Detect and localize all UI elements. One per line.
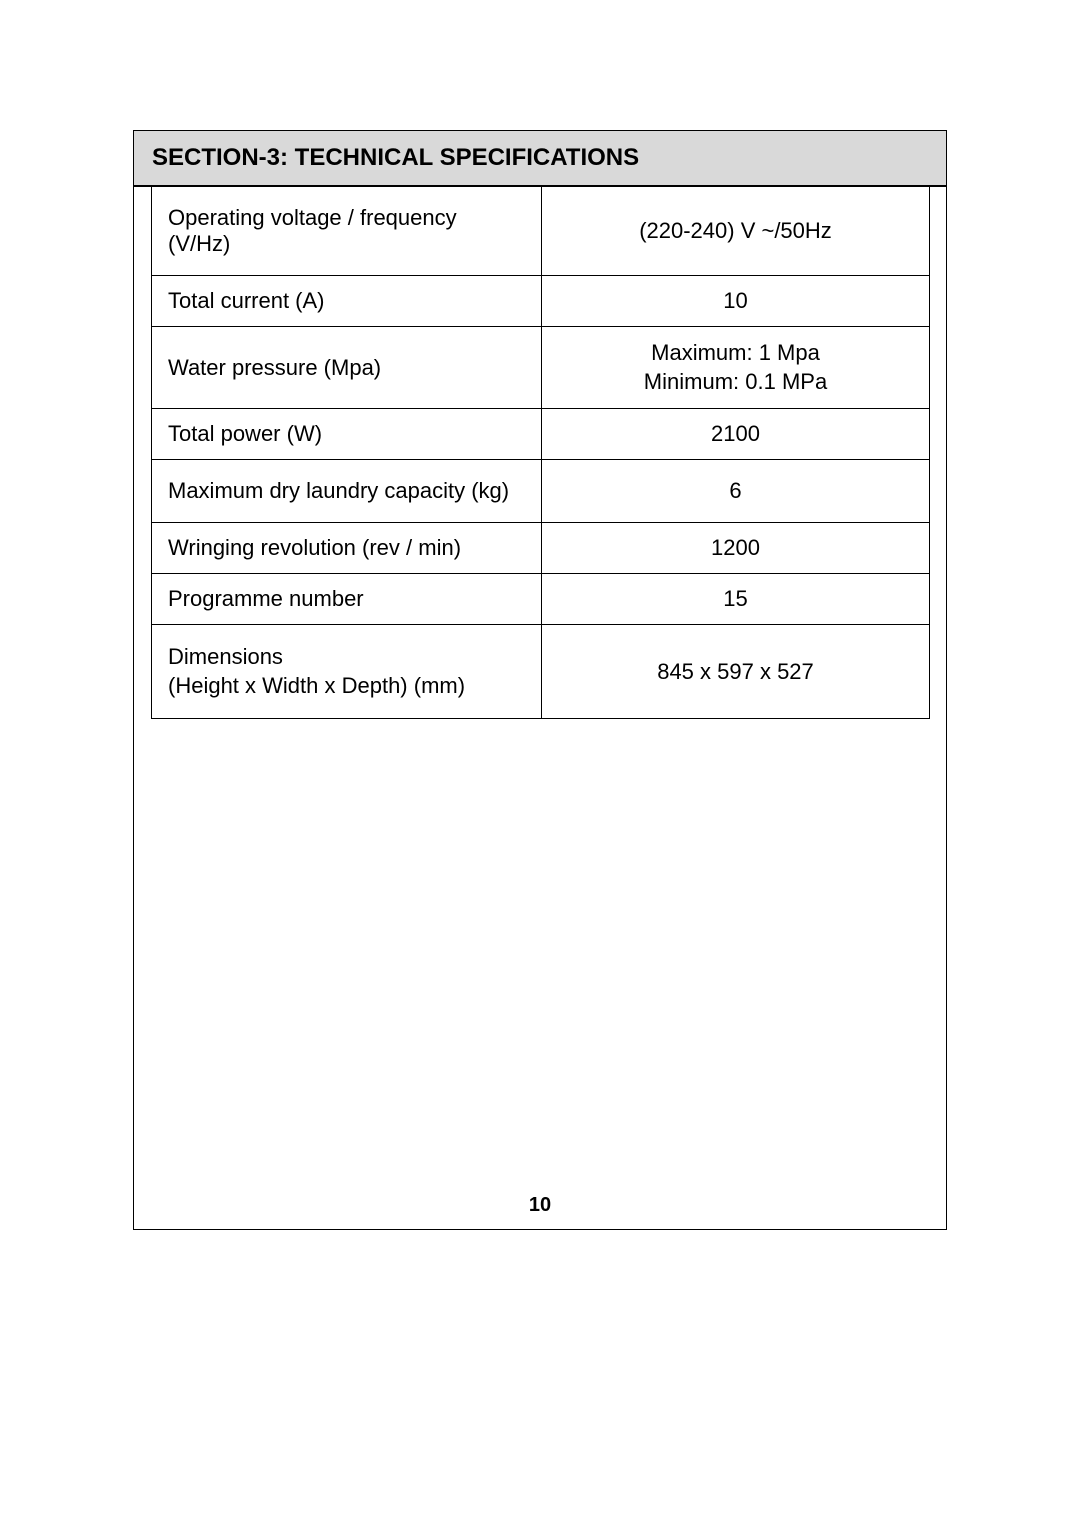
spec-label: Wringing revolution (rev / min) <box>152 523 542 574</box>
page-number: 10 <box>134 1194 946 1217</box>
spec-value: (220-240) V ~/50Hz <box>542 187 930 276</box>
spec-label: Dimensions(Height x Width x Depth) (mm) <box>152 625 542 719</box>
table-row: Water pressure (Mpa) Maximum: 1 MpaMinim… <box>152 327 930 409</box>
table-row: Dimensions(Height x Width x Depth) (mm) … <box>152 625 930 719</box>
spec-value: 15 <box>542 574 930 625</box>
spec-value: Maximum: 1 MpaMinimum: 0.1 MPa <box>542 327 930 409</box>
spec-label: Maximum dry laundry capacity (kg) <box>152 460 542 523</box>
spec-value: 845 x 597 x 527 <box>542 625 930 719</box>
spec-label: Total current (A) <box>152 276 542 327</box>
spec-value: 10 <box>542 276 930 327</box>
spec-value: 2100 <box>542 409 930 460</box>
spec-value: 6 <box>542 460 930 523</box>
table-row: Total current (A) 10 <box>152 276 930 327</box>
page-frame: SECTION-3: TECHNICAL SPECIFICATIONS Oper… <box>133 130 947 1230</box>
spec-label: Total power (W) <box>152 409 542 460</box>
specs-table: Operating voltage / frequency (V/Hz) (22… <box>151 187 930 719</box>
table-row: Operating voltage / frequency (V/Hz) (22… <box>152 187 930 276</box>
table-row: Programme number 15 <box>152 574 930 625</box>
spec-label: Water pressure (Mpa) <box>152 327 542 409</box>
spec-label: Operating voltage / frequency (V/Hz) <box>152 187 542 276</box>
table-row: Total power (W) 2100 <box>152 409 930 460</box>
spec-label: Programme number <box>152 574 542 625</box>
spec-value: 1200 <box>542 523 930 574</box>
table-row: Wringing revolution (rev / min) 1200 <box>152 523 930 574</box>
section-title: SECTION-3: TECHNICAL SPECIFICATIONS <box>134 131 946 187</box>
table-row: Maximum dry laundry capacity (kg) 6 <box>152 460 930 523</box>
